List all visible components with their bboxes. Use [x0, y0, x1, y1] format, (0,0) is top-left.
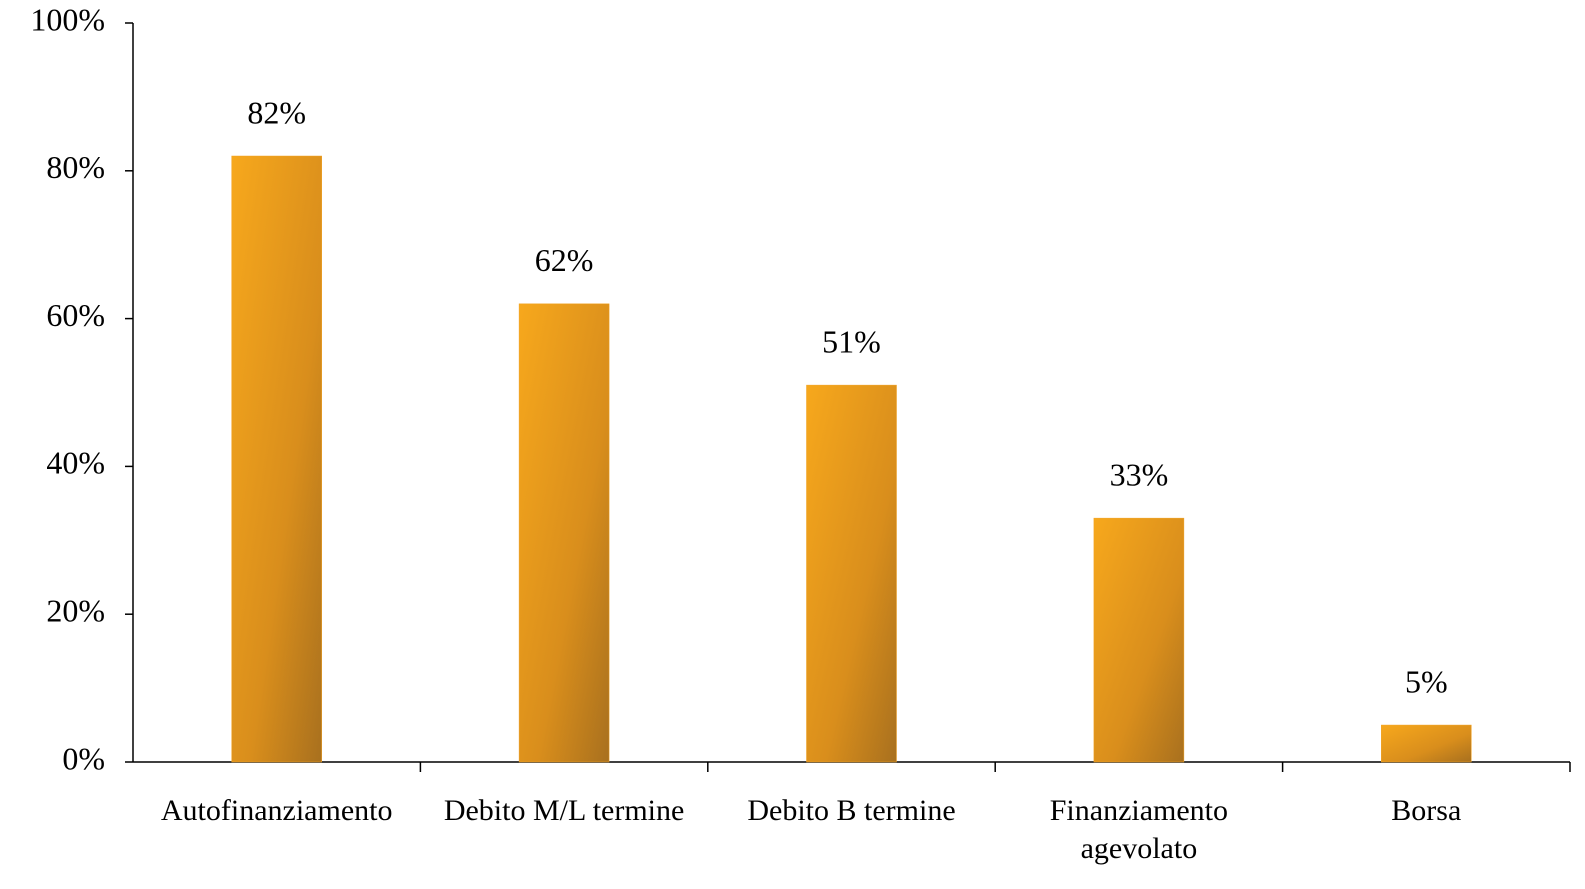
y-tick-label: 20% — [46, 593, 105, 629]
bar — [1093, 517, 1185, 763]
y-tick-label: 80% — [46, 149, 105, 185]
data-label: 5% — [1405, 663, 1448, 699]
x-tick-label: Borsa — [1391, 794, 1462, 827]
data-label: 62% — [535, 242, 594, 278]
y-tick-label: 60% — [46, 297, 105, 333]
data-label: 51% — [822, 323, 881, 359]
x-tick-label: Autofinanziamento — [160, 794, 393, 827]
y-tick-label: 40% — [46, 445, 105, 481]
data-label: 33% — [1110, 456, 1169, 492]
x-tick-label: Debito M/L termine — [443, 794, 685, 827]
bar — [806, 384, 897, 763]
bar — [518, 303, 610, 763]
x-tick-label: Debito B termine — [747, 794, 956, 827]
x-tick-label: Finanziamento agevolato — [1049, 794, 1229, 865]
bar — [1381, 724, 1472, 763]
data-label: 82% — [247, 94, 306, 130]
bar — [231, 155, 322, 763]
y-tick-label: 0% — [62, 740, 105, 776]
y-tick-label: 100% — [30, 1, 105, 37]
